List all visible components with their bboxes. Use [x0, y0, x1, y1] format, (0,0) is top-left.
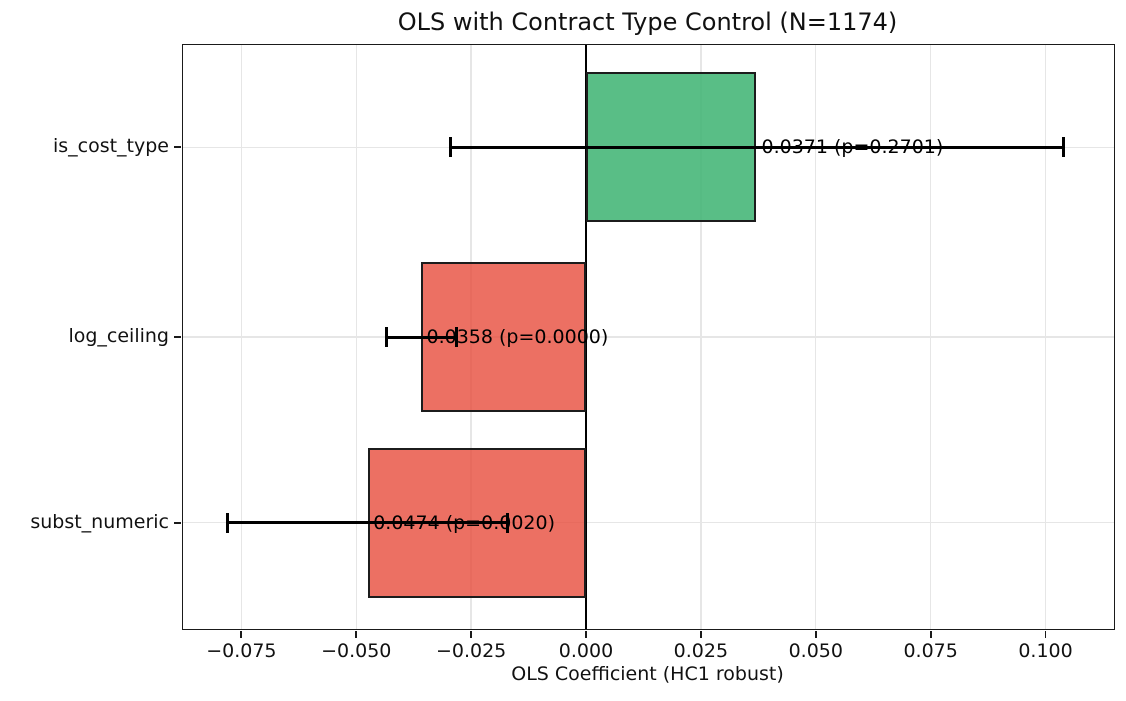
- bar-value-label-log_ceiling: 0.0358 (p=0.0000): [426, 326, 609, 348]
- x-tick-mark: [814, 630, 817, 638]
- chart-title: OLS with Contract Type Control (N=1174): [397, 8, 898, 36]
- bar-value-label-subst_numeric: 0.0474 (p=0.0020): [373, 511, 555, 534]
- x-tick-label: −0.025: [435, 640, 507, 662]
- x-tick-mark: [240, 630, 243, 638]
- x-tick-label: −0.050: [321, 640, 392, 662]
- error-cap-low-subst_numeric: [226, 512, 230, 533]
- x-tick-label: 0.075: [903, 640, 958, 662]
- gridline-horizontal: [183, 522, 1114, 524]
- x-tick-mark: [470, 630, 473, 638]
- bar-value-label-is_cost_type: 0.0371 (p=0.2701): [761, 136, 944, 159]
- error-cap-high-is_cost_type: [1062, 137, 1066, 158]
- x-tick-label: 0.100: [1018, 640, 1073, 662]
- y-tick-label-subst_numeric: subst_numeric: [30, 510, 169, 533]
- plot-area: 0.0371 (p=0.2701) is_cost_type 0.0358 (p=0…: [30, 44, 1115, 662]
- error-bar-is_cost_type: [450, 145, 1064, 149]
- x-tick-label: 0.025: [673, 640, 729, 662]
- error-bar-log_ceiling: [386, 335, 457, 339]
- gridline-horizontal: [183, 336, 1114, 338]
- error-cap-high-subst_numeric: [506, 512, 510, 533]
- x-tick-label: −0.075: [206, 640, 277, 662]
- y-tick-label-is_cost_type: is_cost_type: [52, 135, 169, 158]
- x-tick-mark: [699, 630, 702, 638]
- x-tick-label: 0.050: [788, 640, 843, 662]
- y-tick-mark: [174, 146, 182, 149]
- x-tick-mark: [355, 630, 358, 638]
- x-tick-mark: [585, 630, 587, 638]
- error-cap-high-log_ceiling: [455, 327, 459, 347]
- x-tick-label: 0.000: [558, 640, 614, 662]
- y-tick-mark: [174, 336, 182, 338]
- error-cap-low-log_ceiling: [384, 327, 388, 347]
- x-tick-mark: [1044, 630, 1047, 638]
- zero-reference-line: [584, 45, 588, 629]
- error-cap-low-is_cost_type: [448, 137, 452, 158]
- x-axis-label: OLS Coefficient (HC1 robust): [511, 663, 784, 685]
- error-bar-subst_numeric: [227, 521, 508, 525]
- x-tick-mark: [929, 630, 932, 638]
- y-tick-label-log_ceiling: log_ceiling: [68, 325, 169, 347]
- y-tick-mark: [174, 521, 182, 524]
